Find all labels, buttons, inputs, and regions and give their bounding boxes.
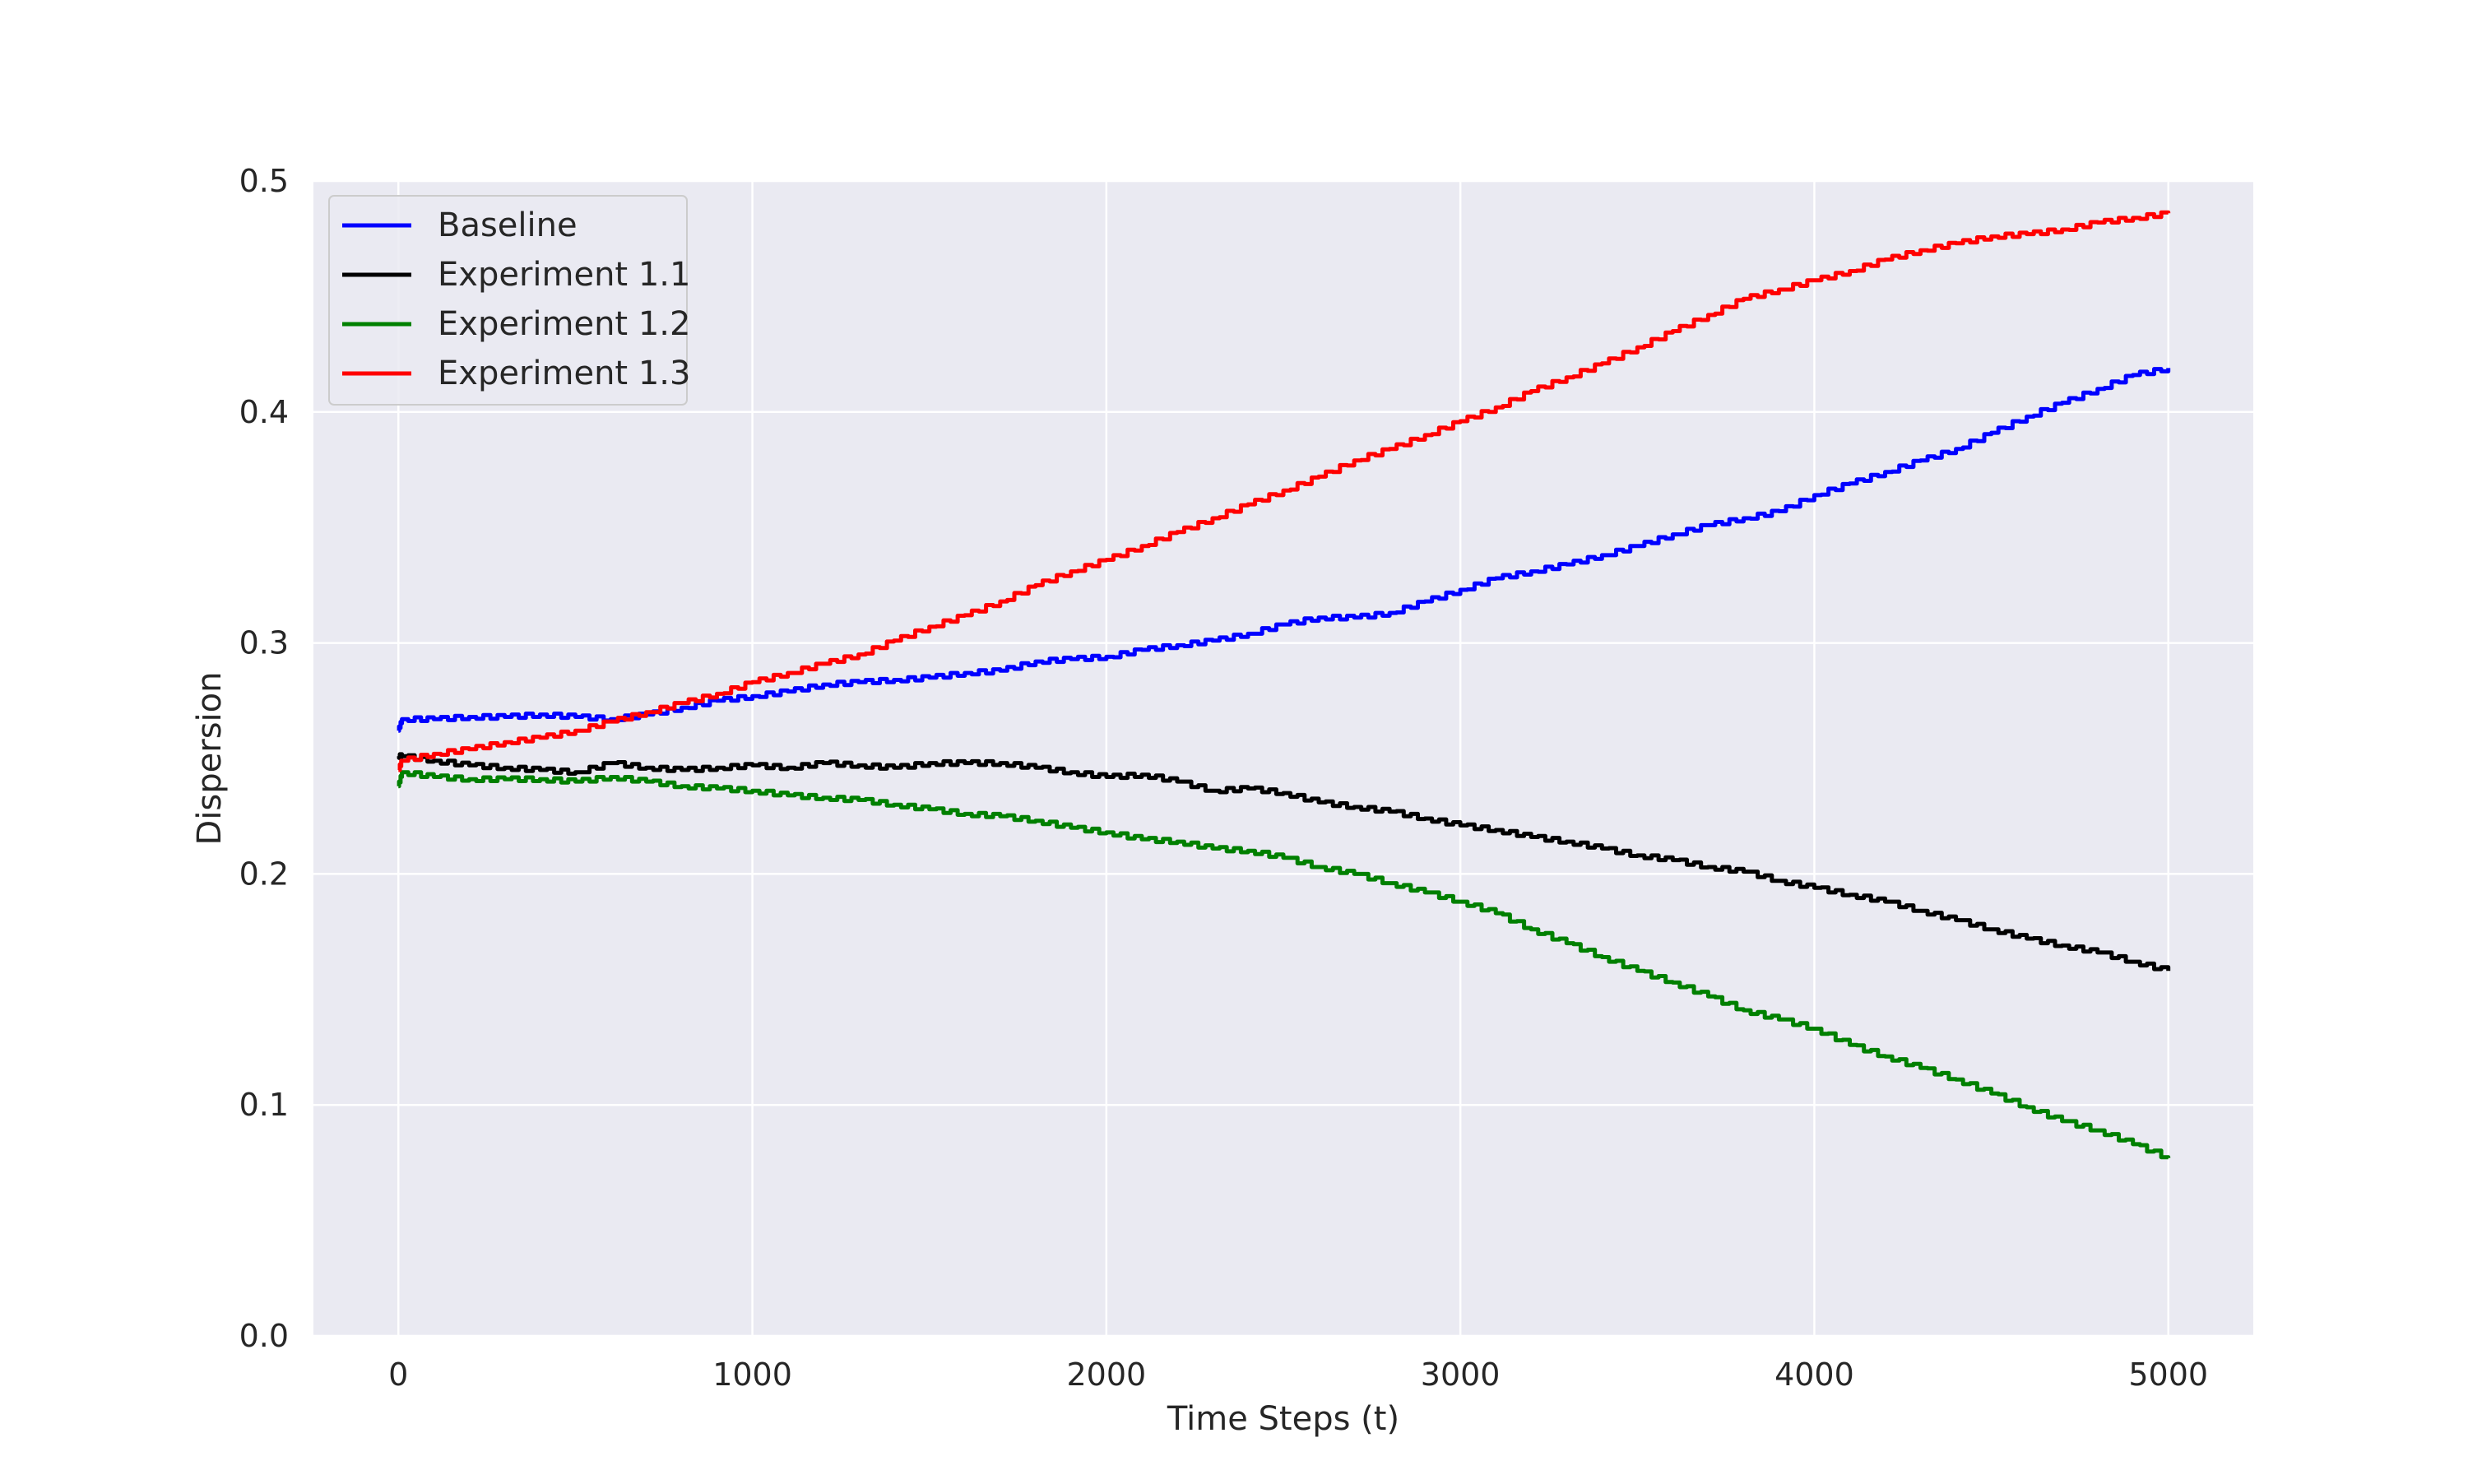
legend-label: Baseline [438, 206, 578, 244]
y-tick-label: 0.0 [239, 1318, 289, 1354]
y-tick-label: 0.2 [239, 856, 289, 892]
x-tick-label: 4000 [1774, 1356, 1854, 1393]
y-tick-label: 0.5 [239, 163, 289, 199]
grid-lines [313, 179, 2253, 1338]
x-axis-tick-labels: 0 1000 2000 3000 4000 5000 [388, 1356, 2208, 1393]
x-axis-title: Time Steps (t) [1167, 1400, 1399, 1438]
y-axis-title: Dispersion [191, 672, 229, 846]
series-line-3 [397, 210, 2171, 772]
x-tick-label: 0 [388, 1356, 408, 1393]
legend-label: Experiment 1.3 [438, 355, 690, 392]
x-tick-label: 3000 [1421, 1356, 1501, 1393]
legend-label: Experiment 1.2 [438, 305, 690, 343]
legend-box [328, 195, 688, 406]
legend-label: Experiment 1.1 [438, 256, 690, 294]
legend: Baseline Experiment 1.1 Experiment 1.2 Expe… [328, 195, 690, 406]
x-tick-label: 5000 [2128, 1356, 2208, 1393]
y-tick-label: 0.3 [239, 625, 289, 661]
y-tick-label: 0.4 [239, 394, 289, 430]
x-tick-label: 2000 [1066, 1356, 1146, 1393]
series-lines [397, 210, 2171, 1160]
y-axis-tick-labels: 0.0 0.1 0.2 0.3 0.4 0.5 [239, 163, 289, 1354]
series-line-2 [397, 770, 2171, 1160]
x-tick-label: 1000 [712, 1356, 792, 1393]
y-tick-label: 0.1 [239, 1087, 289, 1123]
series-line-1 [397, 752, 2171, 972]
